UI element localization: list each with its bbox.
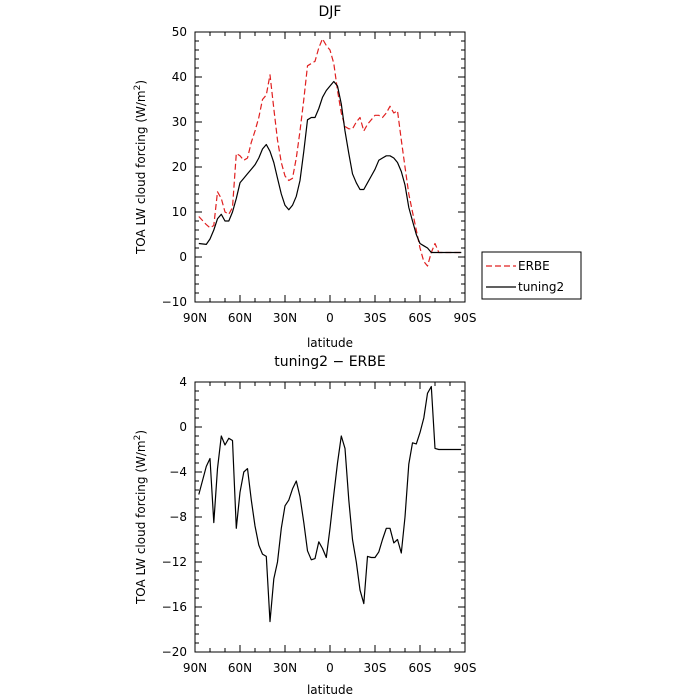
y-tick-label: −10: [162, 295, 187, 309]
x-axis-label: latitude: [307, 683, 353, 697]
y-tick-label: 40: [172, 70, 187, 84]
x-tick-label: 30S: [364, 661, 387, 675]
x-tick-label: 90S: [454, 661, 477, 675]
legend-box: [481, 251, 582, 300]
y-axis-label: TOA LW cloud forcing (W/m2): [133, 430, 148, 605]
y-tick-label: −12: [162, 555, 187, 569]
x-tick-label: 90N: [183, 661, 207, 675]
y-tick-label: 10: [172, 205, 187, 219]
chart-title: tuning2 − ERBE: [274, 354, 385, 370]
y-tick-label: 0: [179, 420, 187, 434]
x-tick-label: 90N: [183, 311, 207, 325]
legend-label-tuning2: tuning2: [518, 280, 564, 294]
x-tick-label: 60S: [409, 311, 432, 325]
legend: ERBE tuning2: [481, 251, 582, 300]
x-tick-label: 0: [326, 311, 334, 325]
series-line-difference: [198, 385, 462, 623]
y-tick-label: −8: [169, 510, 187, 524]
y-tick-label: −16: [162, 600, 187, 614]
x-tick-label: 90S: [454, 311, 477, 325]
x-tick-label: 30N: [273, 311, 297, 325]
y-axis-label: TOA LW cloud forcing (W/m2): [133, 80, 148, 255]
y-tick-label: 0: [179, 250, 187, 264]
chart-panel-2: tuning2 − ERBE 90N 60N 30N 0 30S 60S 90S −20 −16 −…: [133, 354, 476, 697]
y-tick-label: −4: [169, 465, 187, 479]
x-tick-label: 0: [326, 661, 334, 675]
y-tick-label: 20: [172, 160, 187, 174]
chart-title: DJF: [319, 4, 342, 20]
x-tick-label: 30N: [273, 661, 297, 675]
x-axis-label: latitude: [307, 336, 353, 350]
x-tick-label: 60S: [409, 661, 432, 675]
x-tick-label: 30S: [364, 311, 387, 325]
legend-label-erbe: ERBE: [518, 259, 550, 273]
y-tick-label: 30: [172, 115, 187, 129]
series-line-erbe: [198, 38, 462, 267]
series-line-tuning2: [198, 80, 462, 254]
y-tick-label: 50: [172, 25, 187, 39]
y-tick-label: 4: [179, 375, 187, 389]
x-tick-label: 60N: [228, 311, 252, 325]
x-tick-label: 60N: [228, 661, 252, 675]
y-tick-label: −20: [162, 645, 187, 659]
chart-panel-1: DJF 90N 60N 30N 0 30S 60S 90S −10 0 10 20 30 40 50 lati…: [133, 4, 582, 350]
